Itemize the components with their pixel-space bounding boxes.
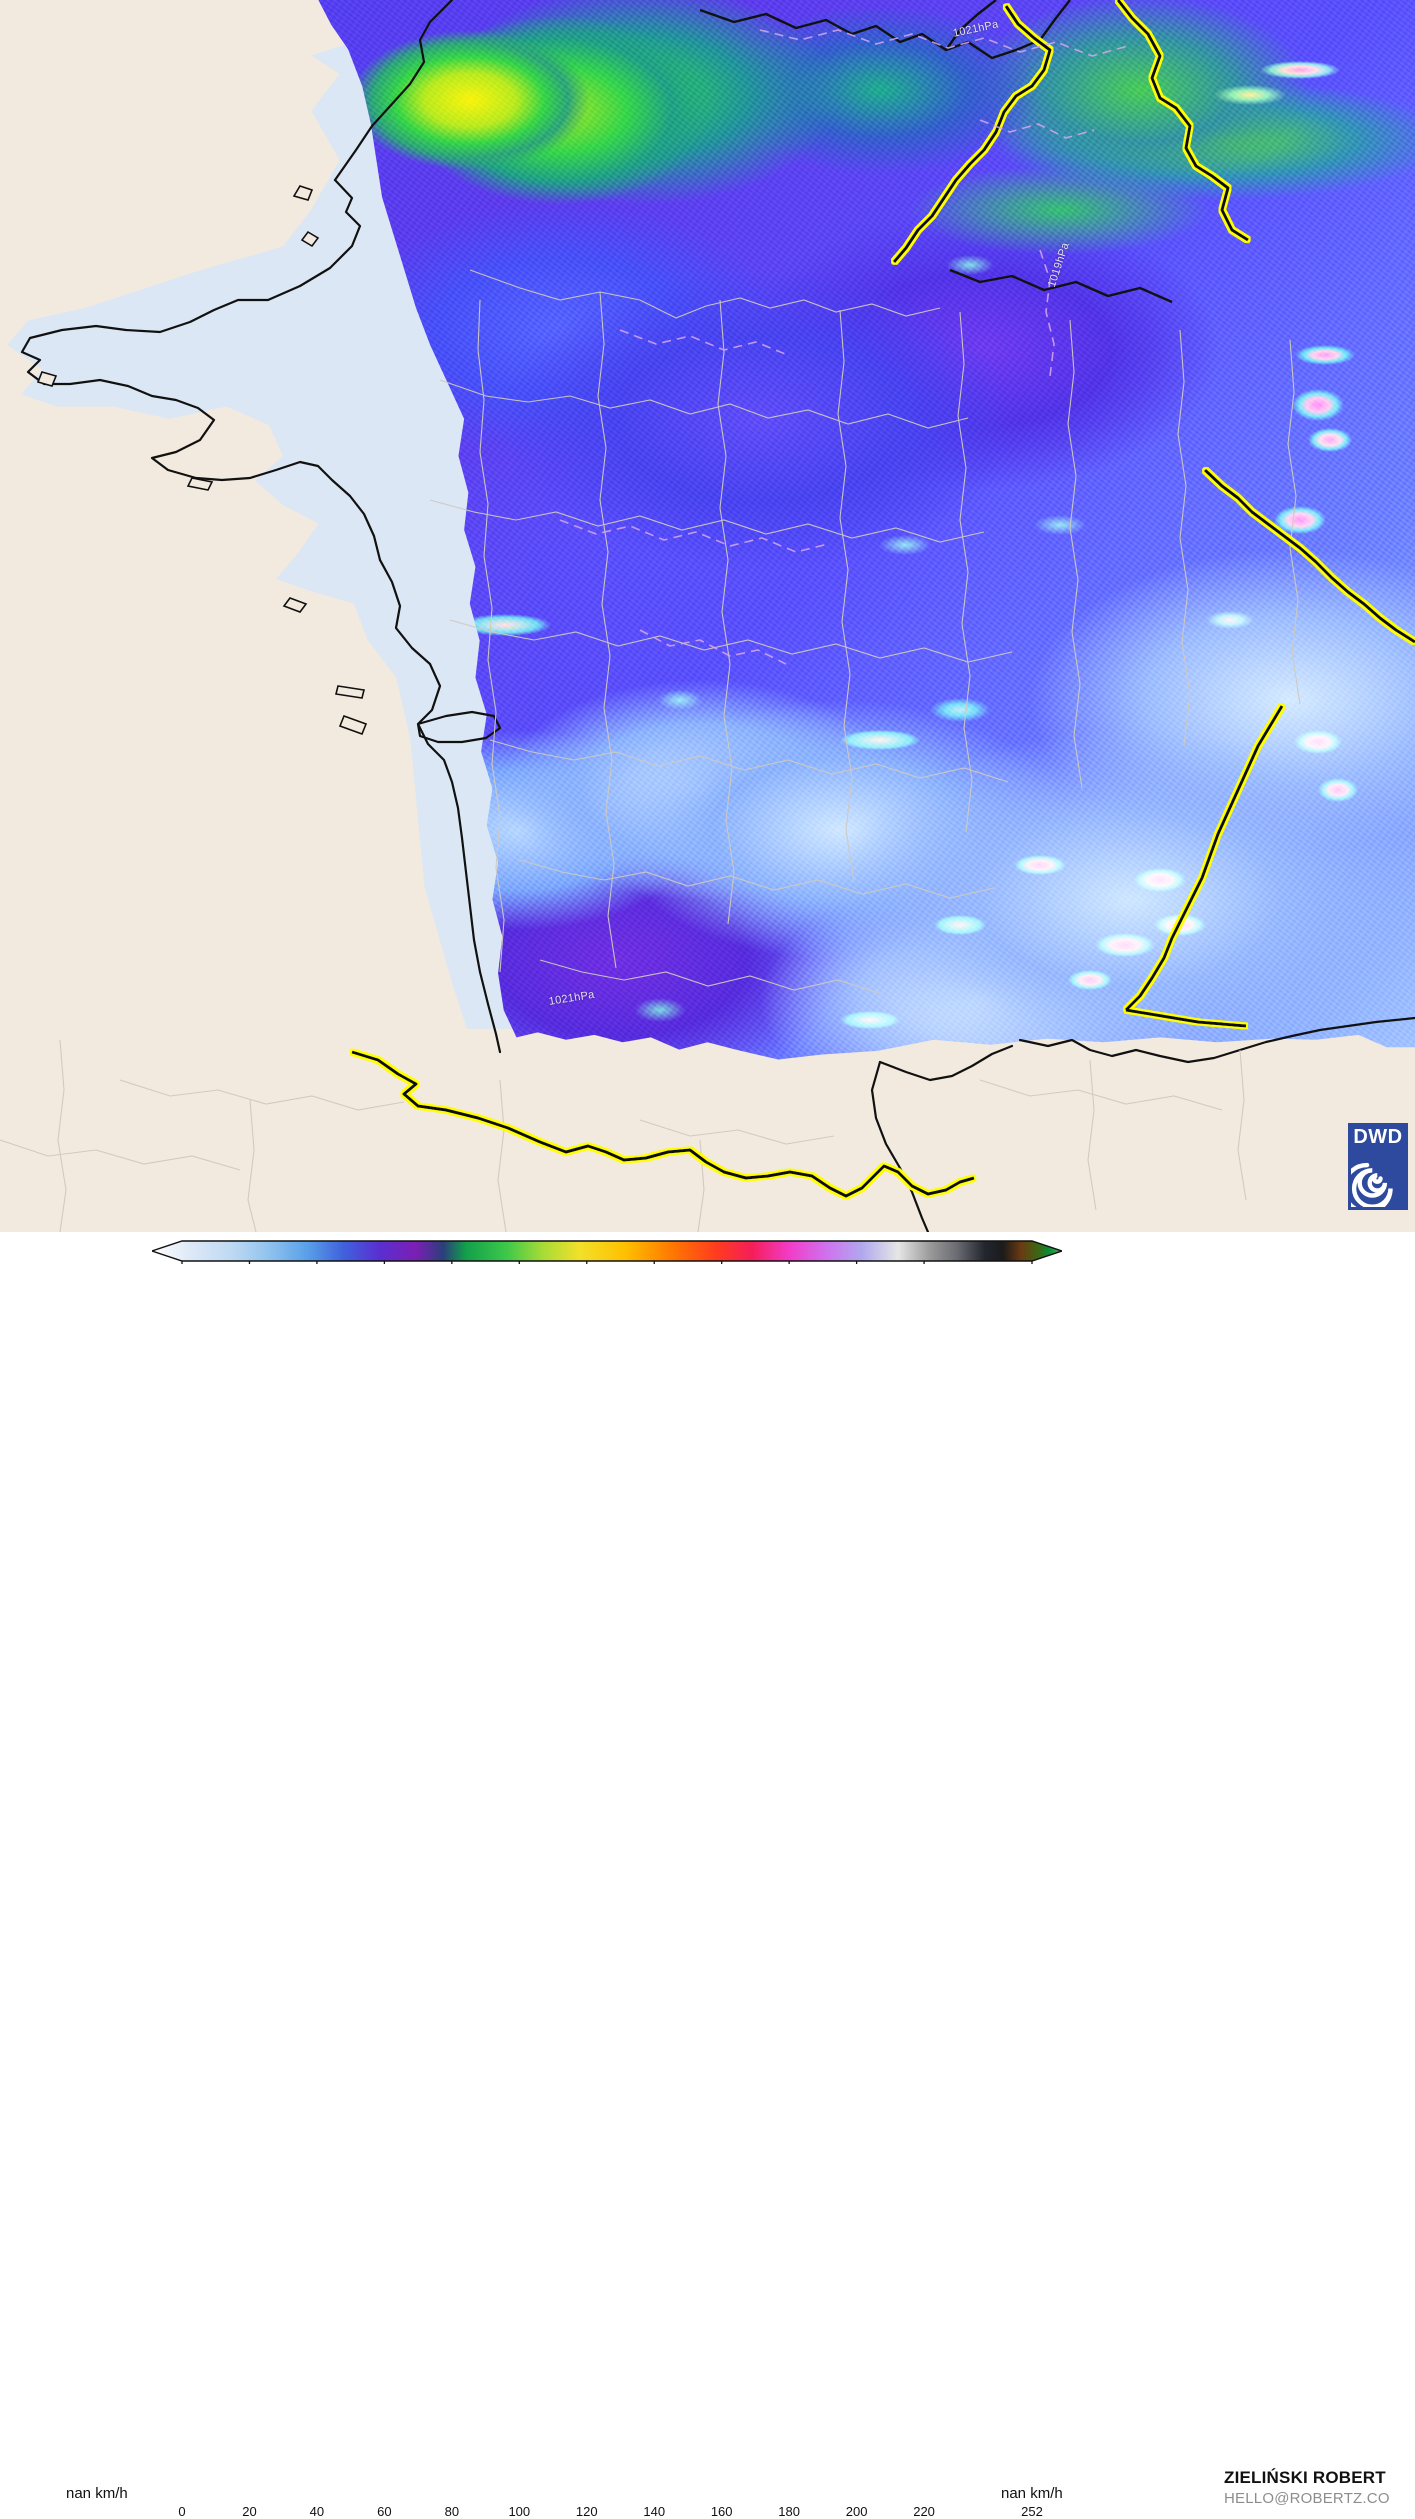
colorbar-tick-220: 220: [913, 2504, 935, 2519]
island-noirmoutier: [282, 597, 308, 613]
legend-unit-left: nan km/h: [66, 2485, 128, 2502]
colorbar-tick-60: 60: [377, 2504, 392, 2519]
colorbar-tick-140: 140: [643, 2504, 666, 2519]
coastline-group: [20, 0, 1415, 1232]
colorbar-tick-100: 100: [508, 2504, 531, 2519]
national-borders-group: [699, 0, 1173, 304]
highlighted-borders-group: [351, 0, 1415, 1198]
island-guernsey: [300, 230, 320, 248]
colorbar[interactable]: [152, 1238, 1062, 1264]
coastline-languedoc: [878, 1044, 1014, 1082]
island-re: [335, 685, 365, 699]
coastline-brittany: [20, 178, 382, 562]
colorbar-tick-252: 252: [1021, 2504, 1043, 2519]
colorbar-tick-160: 160: [710, 2504, 733, 2519]
islands-group: [36, 185, 368, 736]
island-ushant: [36, 371, 58, 387]
border-germany-west-yellow: [1116, 0, 1249, 242]
brand-email: HELLO@ROBERTZ.CO: [1224, 2490, 1390, 2507]
island-belleile: [186, 477, 214, 491]
border-swiss-yellow: [1203, 468, 1415, 644]
brand-block: ZIELIŃSKI ROBERT HELLO@ROBERTZ.CO: [1224, 2468, 1415, 2508]
border-swiss-north: [949, 268, 1173, 304]
island-jersey: [292, 185, 314, 201]
border-germany-west: [1015, 0, 1071, 52]
border-france-spain-pyrenees: [351, 1050, 975, 1198]
legend-footer: 0 20 40 60 80 100 120 140 160 180 200 220 252 nan km…: [0, 1232, 1415, 2519]
border-italy-alps-yellow: [1124, 705, 1284, 1012]
coastline-gironde-estuary: [416, 710, 502, 744]
colorbar-tick-200: 200: [845, 2504, 868, 2519]
coastline-gironde: [378, 558, 502, 1054]
colorbar-tick-0: 0: [178, 2504, 186, 2519]
coastline-mediterranean: [1018, 1016, 1415, 1064]
dwd-logo-text: DWD: [1353, 1126, 1403, 1148]
coastline-iberia-east: [870, 1060, 930, 1232]
front-lines-group: [559, 29, 1129, 665]
colorbar-tick-40: 40: [309, 2504, 325, 2519]
border-germany-south-yellow: [892, 5, 1052, 263]
border-italy-coast-yellow: [1125, 1008, 1247, 1028]
colorbar-tick-180: 180: [778, 2504, 800, 2519]
brand-name: ZIELIŃSKI ROBERT: [1224, 2468, 1386, 2487]
weather-map[interactable]: 1019hPa 1021hPa 1021hPa DWD: [0, 0, 1415, 1232]
spiral-icon: [1351, 1162, 1393, 1207]
island-oleron: [338, 714, 368, 736]
legend-unit-right: nan km/h: [1001, 2485, 1063, 2502]
colorbar-gradient: [152, 1240, 1062, 1264]
map-vector-overlay: [0, 0, 1415, 1232]
coastline-channel-north: [333, 0, 454, 182]
admin-boundaries-group: [0, 269, 1301, 1232]
colorbar-tick-20: 20: [242, 2504, 257, 2519]
dwd-logo: DWD: [1348, 1123, 1408, 1210]
colorbar-tick-120: 120: [575, 2504, 598, 2519]
colorbar-tick-80: 80: [444, 2504, 460, 2519]
border-netherlands: [945, 0, 997, 51]
